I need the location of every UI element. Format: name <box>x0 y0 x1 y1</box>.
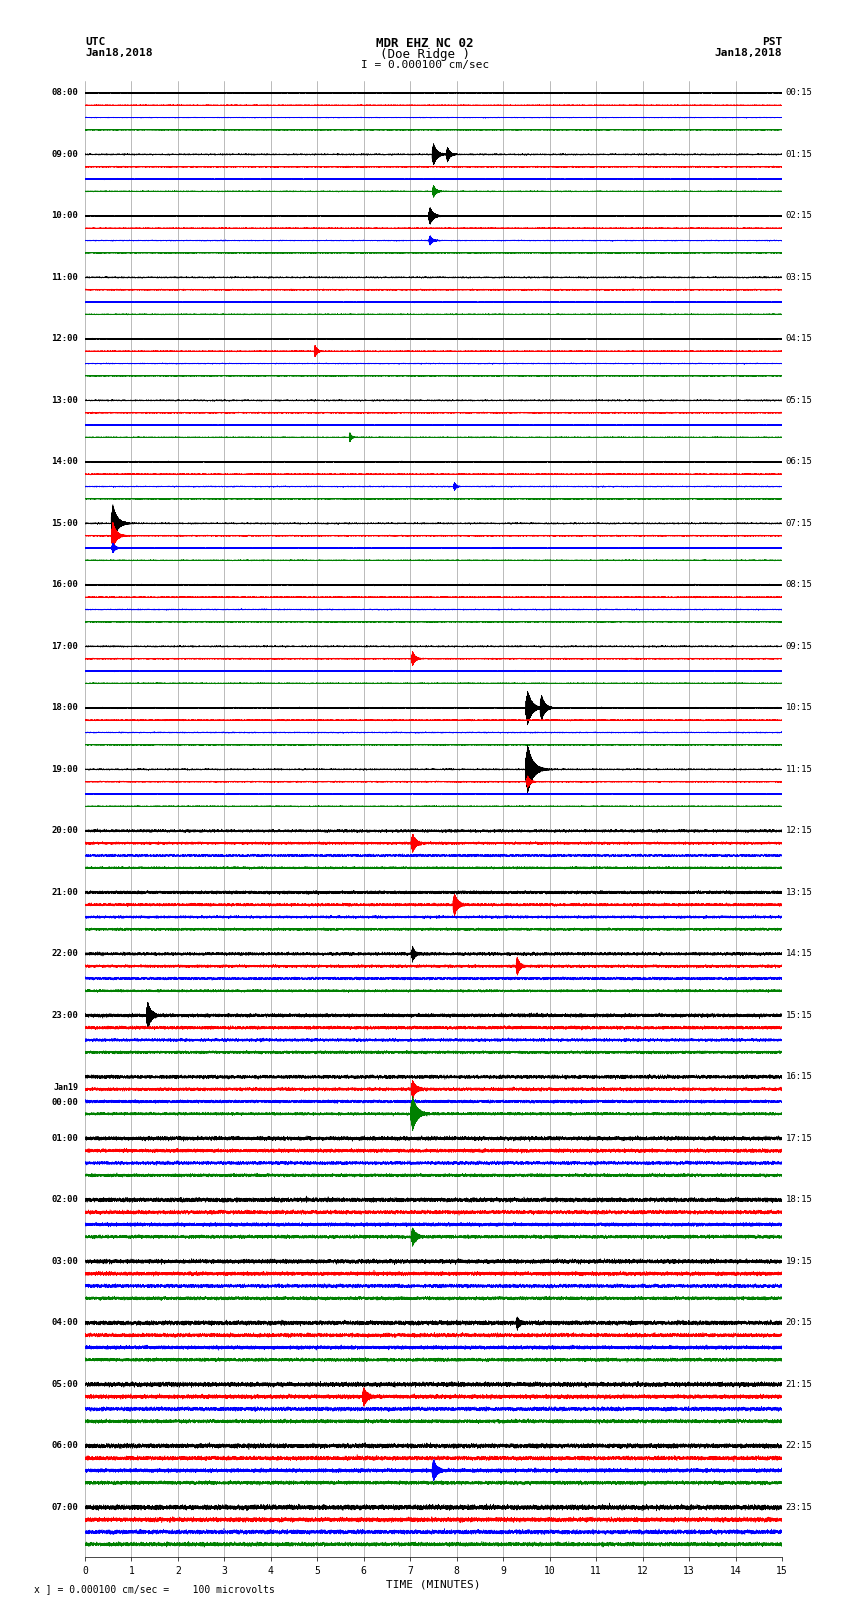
Text: 17:00: 17:00 <box>51 642 78 652</box>
Text: Jan19: Jan19 <box>53 1084 78 1092</box>
Text: 06:00: 06:00 <box>51 1442 78 1450</box>
Text: 18:00: 18:00 <box>51 703 78 713</box>
Text: 17:15: 17:15 <box>785 1134 813 1144</box>
Text: 23:15: 23:15 <box>785 1503 813 1511</box>
Text: 15:00: 15:00 <box>51 519 78 527</box>
Text: 20:00: 20:00 <box>51 826 78 836</box>
Text: I = 0.000100 cm/sec: I = 0.000100 cm/sec <box>361 60 489 69</box>
Text: 04:15: 04:15 <box>785 334 813 344</box>
Text: 09:00: 09:00 <box>51 150 78 160</box>
Text: 22:15: 22:15 <box>785 1442 813 1450</box>
Text: x ] = 0.000100 cm/sec =    100 microvolts: x ] = 0.000100 cm/sec = 100 microvolts <box>34 1584 275 1594</box>
Text: 12:00: 12:00 <box>51 334 78 344</box>
Text: 10:00: 10:00 <box>51 211 78 221</box>
X-axis label: TIME (MINUTES): TIME (MINUTES) <box>386 1579 481 1590</box>
Text: Jan18,2018: Jan18,2018 <box>85 48 152 58</box>
Text: (Doe Ridge ): (Doe Ridge ) <box>380 48 470 61</box>
Text: 13:15: 13:15 <box>785 887 813 897</box>
Text: 14:00: 14:00 <box>51 458 78 466</box>
Text: 05:00: 05:00 <box>51 1379 78 1389</box>
Text: 02:15: 02:15 <box>785 211 813 221</box>
Text: 22:00: 22:00 <box>51 950 78 958</box>
Text: 21:15: 21:15 <box>785 1379 813 1389</box>
Text: 10:15: 10:15 <box>785 703 813 713</box>
Text: 14:15: 14:15 <box>785 950 813 958</box>
Text: 01:15: 01:15 <box>785 150 813 160</box>
Text: 08:15: 08:15 <box>785 581 813 589</box>
Text: 01:00: 01:00 <box>51 1134 78 1144</box>
Text: 03:00: 03:00 <box>51 1257 78 1266</box>
Text: 19:00: 19:00 <box>51 765 78 774</box>
Text: 18:15: 18:15 <box>785 1195 813 1205</box>
Text: 16:00: 16:00 <box>51 581 78 589</box>
Text: 23:00: 23:00 <box>51 1011 78 1019</box>
Text: UTC: UTC <box>85 37 105 47</box>
Text: 11:00: 11:00 <box>51 273 78 282</box>
Text: 19:15: 19:15 <box>785 1257 813 1266</box>
Text: 11:15: 11:15 <box>785 765 813 774</box>
Text: 04:00: 04:00 <box>51 1318 78 1327</box>
Text: 16:15: 16:15 <box>785 1073 813 1081</box>
Text: 20:15: 20:15 <box>785 1318 813 1327</box>
Text: 05:15: 05:15 <box>785 395 813 405</box>
Text: 21:00: 21:00 <box>51 887 78 897</box>
Text: 02:00: 02:00 <box>51 1195 78 1205</box>
Text: 12:15: 12:15 <box>785 826 813 836</box>
Text: 07:15: 07:15 <box>785 519 813 527</box>
Text: 00:15: 00:15 <box>785 89 813 97</box>
Text: 03:15: 03:15 <box>785 273 813 282</box>
Text: 13:00: 13:00 <box>51 395 78 405</box>
Text: 08:00: 08:00 <box>51 89 78 97</box>
Text: 15:15: 15:15 <box>785 1011 813 1019</box>
Text: MDR EHZ NC 02: MDR EHZ NC 02 <box>377 37 473 50</box>
Text: 00:00: 00:00 <box>51 1098 78 1107</box>
Text: 07:00: 07:00 <box>51 1503 78 1511</box>
Text: 06:15: 06:15 <box>785 458 813 466</box>
Text: Jan18,2018: Jan18,2018 <box>715 48 782 58</box>
Text: PST: PST <box>762 37 782 47</box>
Text: 09:15: 09:15 <box>785 642 813 652</box>
